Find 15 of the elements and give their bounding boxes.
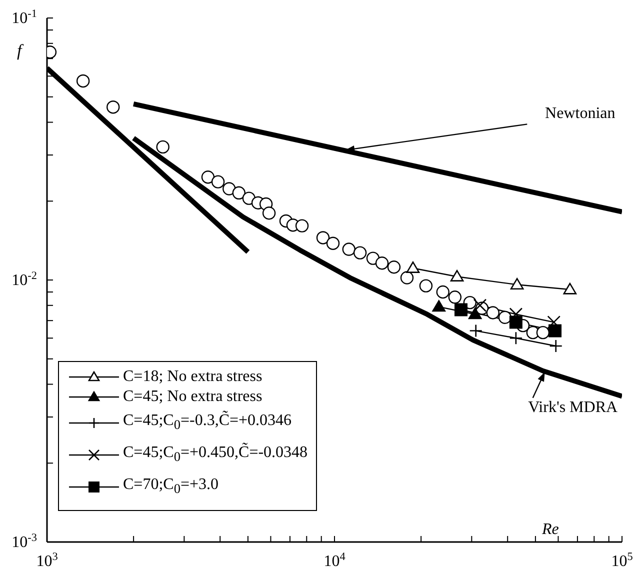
legend-label: C=70;C$_{0}$=+3.0: [123, 476, 219, 498]
x-tick-label: 10$^{5}$: [611, 551, 634, 570]
x-axis-title: Re: [541, 521, 559, 538]
y-axis-title: f: [17, 41, 24, 60]
x-tick-label: 10$^{4}$: [324, 551, 346, 570]
legend-label: C=45;C$_{0}$=+0.450,C̃=-0.0348: [123, 444, 308, 466]
x-tick-label: 10$^{3}$: [36, 551, 58, 570]
y-tick-label: 10$^{-2}$: [12, 270, 37, 289]
y-tick-label: 10$^{-3}$: [12, 532, 38, 551]
legend-label: C=18; No extra stress: [123, 368, 262, 386]
legend-label: C=45;C$_{0}$=-0.3,C̃=+0.0346: [123, 412, 292, 434]
legend-label: C=45; No extra stress: [123, 388, 262, 406]
annotation: Virk's MDRA: [528, 398, 618, 416]
annotation: Newtonian: [545, 105, 616, 122]
y-tick-label: 10$^{-1}$: [12, 8, 37, 27]
